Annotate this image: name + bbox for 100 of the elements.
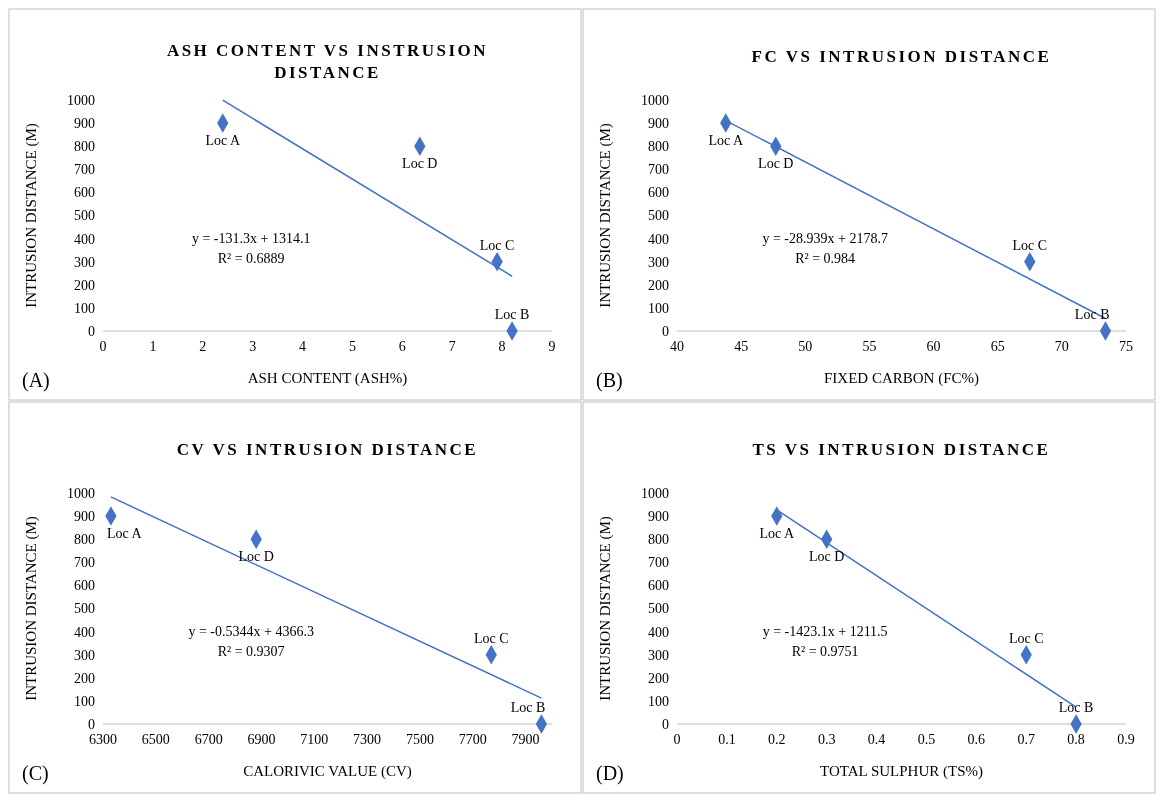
x-tick-label: 7 bbox=[448, 339, 456, 354]
x-axis-title: ASH CONTENT (ASH%) bbox=[247, 370, 408, 387]
y-tick-label: 0 bbox=[88, 716, 95, 732]
y-tick-label: 1000 bbox=[641, 485, 669, 501]
annotation: y = -0.5344x + 4366.3 bbox=[188, 624, 314, 640]
chart-title: CV VS INTRUSION DISTANCE bbox=[176, 440, 479, 459]
y-tick-label: 900 bbox=[648, 116, 669, 131]
annotation: Loc D bbox=[808, 549, 845, 565]
y-tick-label: 700 bbox=[74, 555, 95, 571]
annotation: Loc A bbox=[205, 133, 241, 149]
x-tick-label: 0.8 bbox=[1067, 732, 1085, 747]
y-tick-label: 300 bbox=[74, 647, 95, 663]
x-tick-label: 0.7 bbox=[1017, 732, 1035, 747]
y-axis-title: INTRUSION DISTANCE (M) bbox=[597, 123, 614, 308]
y-tick-label: 800 bbox=[648, 532, 669, 548]
y-tick-label: 400 bbox=[74, 624, 95, 640]
annotation: Loc D bbox=[238, 549, 274, 565]
y-tick-label: 1000 bbox=[641, 92, 669, 108]
x-tick-label: 40 bbox=[670, 339, 684, 354]
annotation: Loc D bbox=[402, 156, 438, 172]
y-axis-title: INTRUSION DISTANCE (M) bbox=[597, 516, 614, 701]
text: (C) bbox=[22, 762, 49, 785]
x-tick-label: 7300 bbox=[353, 732, 382, 747]
x-tick-label: 55 bbox=[862, 339, 877, 354]
y-tick-label: 700 bbox=[648, 162, 669, 178]
y-tick-label: 900 bbox=[74, 116, 95, 131]
y-tick-label: 500 bbox=[648, 208, 669, 224]
text: (A) bbox=[22, 369, 50, 392]
x-tick-label: 65 bbox=[990, 339, 1005, 354]
x-tick-label: 0.3 bbox=[817, 732, 836, 747]
y-axis-title: INTRUSION DISTANCE (M) bbox=[23, 123, 40, 308]
x-tick-label: 0 bbox=[99, 339, 107, 354]
y-tick-label: 300 bbox=[648, 254, 669, 270]
x-tick-label: 0.5 bbox=[917, 732, 936, 747]
x-tick-label: 60 bbox=[926, 339, 941, 354]
x-tick-label: 6500 bbox=[141, 732, 170, 747]
y-tick-label: 800 bbox=[74, 532, 95, 548]
y-tick-label: 300 bbox=[74, 254, 95, 270]
x-tick-label: 0.4 bbox=[867, 732, 886, 747]
annotation: Loc B bbox=[1058, 700, 1094, 715]
x-tick-label: 0.1 bbox=[718, 732, 736, 747]
annotation: Loc C bbox=[473, 630, 509, 646]
annotation: R² = 0.6889 bbox=[217, 251, 285, 267]
y-tick-label: 0 bbox=[88, 323, 95, 339]
text: (D) bbox=[596, 762, 624, 785]
y-tick-label: 400 bbox=[648, 624, 669, 640]
y-tick-label: 900 bbox=[74, 509, 95, 524]
chart-title: ASH CONTENT VS INSTRUSION DISTANCE bbox=[166, 41, 489, 82]
y-tick-label: 400 bbox=[74, 231, 95, 247]
text: (B) bbox=[596, 369, 623, 392]
y-tick-label: 500 bbox=[74, 601, 95, 617]
x-tick-label: 75 bbox=[1119, 339, 1133, 354]
y-tick-label: 0 bbox=[662, 323, 669, 339]
y-tick-label: 800 bbox=[648, 139, 669, 155]
annotation: y = -131.3x + 1314.1 bbox=[191, 231, 311, 247]
x-tick-label: 6900 bbox=[247, 732, 276, 747]
y-tick-label: 600 bbox=[74, 578, 95, 594]
y-tick-label: 200 bbox=[648, 670, 669, 686]
x-tick-label: 6700 bbox=[194, 732, 223, 747]
x-tick-label: 1 bbox=[149, 339, 157, 354]
y-tick-label: 700 bbox=[648, 555, 669, 571]
y-tick-label: 700 bbox=[74, 162, 95, 178]
x-tick-label: 70 bbox=[1054, 339, 1069, 354]
x-tick-label: 50 bbox=[798, 339, 813, 354]
y-tick-label: 500 bbox=[648, 601, 669, 617]
y-tick-label: 600 bbox=[648, 185, 669, 201]
y-tick-label: 600 bbox=[74, 185, 95, 201]
y-tick-label: 300 bbox=[648, 647, 669, 663]
x-tick-label: 7900 bbox=[511, 732, 540, 747]
x-tick-label: 8 bbox=[498, 339, 506, 354]
annotation: Loc C bbox=[479, 237, 515, 253]
y-tick-label: 500 bbox=[74, 208, 95, 224]
annotation: Loc B bbox=[510, 700, 546, 715]
y-tick-label: 200 bbox=[74, 670, 95, 686]
x-tick-label: 6 bbox=[398, 339, 406, 354]
annotation: R² = 0.984 bbox=[795, 251, 856, 267]
chart-title: TS VS INTRUSION DISTANCE bbox=[752, 440, 1051, 459]
annotation: y = -28.939x + 2178.7 bbox=[762, 231, 888, 247]
x-tick-label: 0.6 bbox=[967, 732, 986, 747]
annotation: y = -1423.1x + 1211.5 bbox=[762, 624, 888, 640]
x-tick-label: 9 bbox=[548, 339, 556, 354]
y-tick-label: 900 bbox=[648, 509, 669, 524]
x-tick-label: 6300 bbox=[89, 732, 117, 747]
annotation: Loc B bbox=[494, 307, 530, 322]
x-tick-label: 2 bbox=[199, 339, 207, 354]
x-tick-label: 7100 bbox=[300, 732, 329, 747]
x-axis-title: FIXED CARBON (FC%) bbox=[823, 370, 980, 387]
y-tick-label: 100 bbox=[74, 300, 95, 316]
x-tick-label: 0.9 bbox=[1117, 732, 1135, 747]
x-tick-label: 5 bbox=[348, 339, 356, 354]
x-tick-label: 7700 bbox=[458, 732, 487, 747]
annotation: Loc A bbox=[106, 526, 143, 542]
x-tick-label: 45 bbox=[734, 339, 749, 354]
y-tick-label: 0 bbox=[662, 716, 669, 732]
x-tick-label: 3 bbox=[249, 339, 257, 354]
x-tick-label: 7500 bbox=[405, 732, 434, 747]
annotation: Loc A bbox=[708, 133, 744, 149]
x-tick-label: 0 bbox=[673, 732, 681, 747]
y-tick-label: 100 bbox=[648, 300, 669, 316]
x-tick-label: 4 bbox=[299, 339, 307, 354]
